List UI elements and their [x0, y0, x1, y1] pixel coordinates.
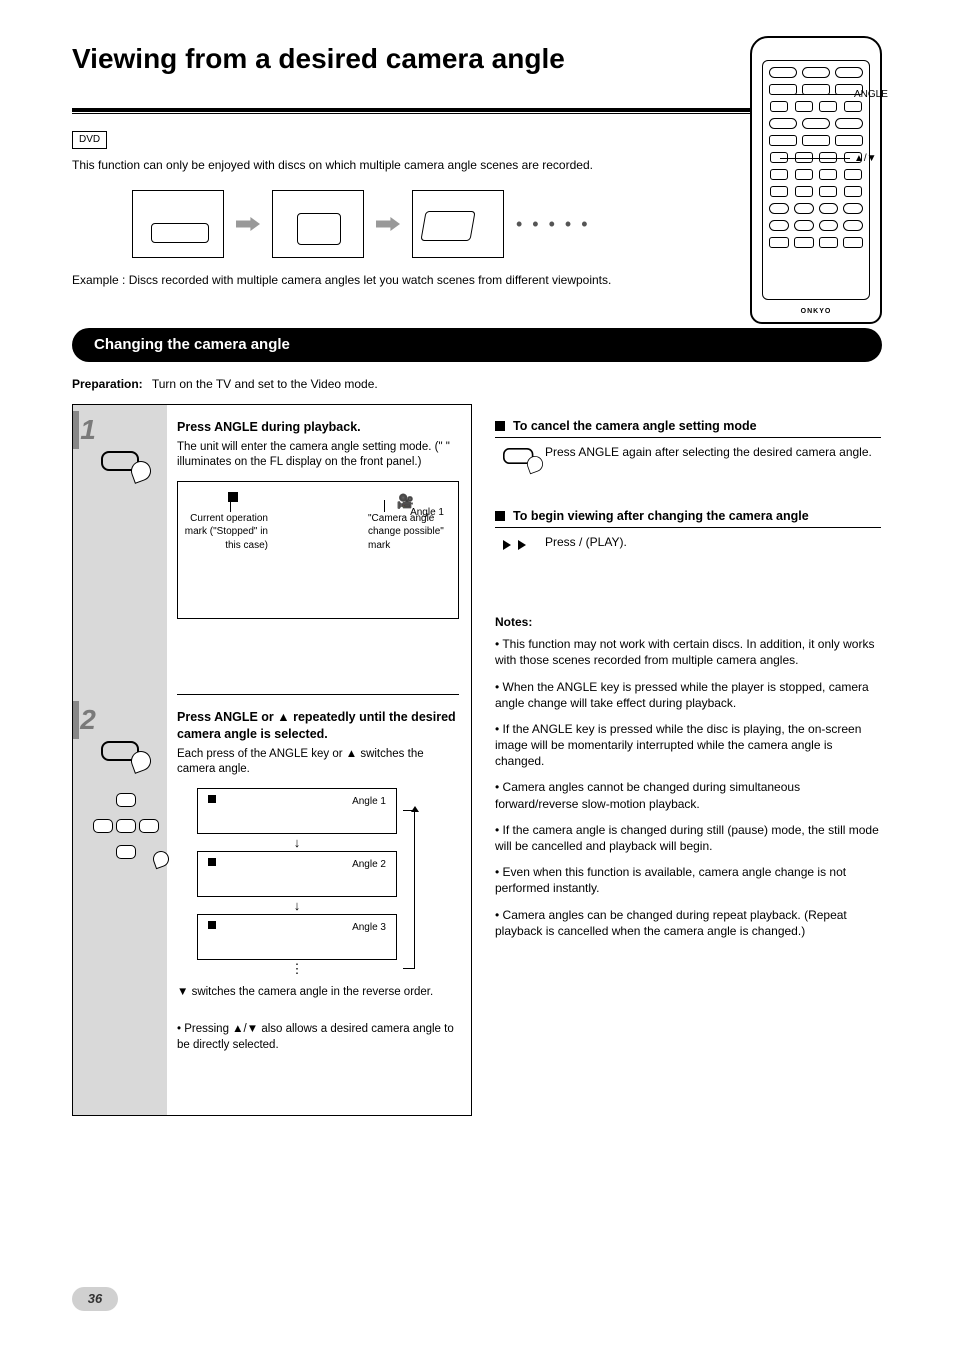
button-press-icon — [101, 741, 159, 777]
square-bullet-icon — [495, 511, 505, 521]
loop-arrow-icon — [411, 806, 419, 812]
preparation-label: Preparation: — [72, 377, 143, 391]
leader-label-cursor: ▲/▼ — [854, 152, 877, 166]
preparation-line: Preparation: Turn on the TV and set to t… — [72, 376, 472, 392]
square-bullet-icon — [495, 421, 505, 431]
down-arrow-icon: ↓ — [197, 899, 397, 912]
sub-cancel-title: To cancel the camera angle setting mode — [513, 418, 757, 435]
leader-label-angle: ANGLE — [854, 88, 888, 102]
sub-begin: To begin viewing after changing the came… — [495, 508, 881, 552]
step-1: 1 Press ANGLE during playback. The unit … — [73, 405, 471, 695]
seq-box-2: Angle 2 — [197, 851, 397, 897]
play-icon — [503, 540, 511, 550]
scene-frame-2 — [272, 190, 364, 258]
note-item: • Camera angles cannot be changed during… — [495, 779, 881, 811]
step-number: 2 — [77, 701, 99, 739]
scene-caption: Example : Discs recorded with multiple c… — [72, 272, 632, 288]
step-2-footer: • Pressing ▲/▼ also allows a desired cam… — [177, 1022, 459, 1053]
seq-box-3: Angle 3 — [197, 914, 397, 960]
scene-arrow-icon — [376, 217, 400, 231]
intro-block: DVD This function can only be enjoyed wi… — [72, 130, 632, 173]
seq-box-1: Angle 1 — [197, 788, 397, 834]
button-press-icon — [495, 444, 535, 468]
media-badge: DVD — [72, 131, 107, 149]
leader-line — [780, 94, 850, 95]
callout-angle-text: "Camera angle change possible" mark — [368, 513, 444, 551]
down-arrow-icon: ↓ — [197, 836, 397, 849]
step-2-heading: Press ANGLE or ▲ repeatedly until the de… — [177, 709, 459, 743]
scene-row: ••••• — [132, 190, 598, 258]
seq-angle-label: Angle 1 — [352, 795, 386, 809]
seq-note: ▼ switches the camera angle in the rever… — [177, 985, 459, 1001]
notes-heading: Notes: — [495, 614, 881, 630]
page-number: 36 — [72, 1287, 118, 1311]
stop-mark-icon — [208, 795, 216, 803]
stop-mark-icon — [208, 921, 216, 929]
scene-arrow-icon — [236, 217, 260, 231]
tv-frame: 🎥 Angle 1 Current operation mark ("Stopp… — [177, 481, 459, 619]
sub-begin-body: Press / (PLAY). — [545, 534, 627, 550]
scene-frame-3 — [412, 190, 504, 258]
scene-frame-1 — [132, 190, 224, 258]
stop-mark-icon — [208, 858, 216, 866]
notes-list: • This function may not work with certai… — [495, 636, 881, 939]
intro-text: This function can only be enjoyed with d… — [72, 157, 632, 173]
sub-cancel: To cancel the camera angle setting mode … — [495, 418, 881, 468]
ellipsis-icon: ••••• — [516, 212, 598, 236]
step-1-body: The unit will enter the camera angle set… — [177, 440, 459, 471]
note-item: • Even when this function is available, … — [495, 864, 881, 896]
section-bar: Changing the camera angle — [72, 328, 882, 362]
page-title: Viewing from a desired camera angle — [72, 40, 622, 78]
note-item: • Camera angles can be changed during re… — [495, 907, 881, 939]
callout-angle: "Camera angle change possible" mark — [368, 512, 460, 553]
dpad-icon — [93, 793, 159, 859]
callout-stop-text: Current operation mark ("Stopped" in thi… — [185, 513, 268, 551]
loop-line — [403, 810, 415, 969]
remote-brand: ONKYO — [752, 307, 880, 316]
step-2: 2 Press ANGLE or ▲ repeatedly until the … — [73, 695, 471, 1115]
note-item: • When the ANGLE key is pressed while th… — [495, 679, 881, 711]
preparation-text: Turn on the TV and set to the Video mode… — [152, 377, 378, 391]
step-number: 1 — [77, 411, 99, 449]
note-item: • If the camera angle is changed during … — [495, 822, 881, 854]
button-press-icon — [101, 451, 159, 487]
step-2-body: Each press of the ANGLE key or ▲ switche… — [177, 747, 459, 778]
seq-angle-label: Angle 3 — [352, 921, 386, 935]
note-item: • This function may not work with certai… — [495, 636, 881, 668]
step-1-heading: Press ANGLE during playback. — [177, 419, 459, 436]
callout-stop: Current operation mark ("Stopped" in thi… — [176, 512, 268, 553]
sub-cancel-body: Press ANGLE again after selecting the de… — [545, 444, 872, 460]
note-item: • If the ANGLE key is pressed while the … — [495, 721, 881, 770]
step-box: 1 Press ANGLE during playback. The unit … — [72, 404, 472, 1116]
right-column: To cancel the camera angle setting mode … — [495, 418, 881, 949]
play-icon — [518, 540, 526, 550]
leader-line — [780, 158, 850, 159]
down-arrow-icon: ⋮ — [197, 962, 397, 975]
sub-begin-title: To begin viewing after changing the came… — [513, 508, 809, 525]
angle-sequence: Angle 1 ↓ Angle 2 ↓ Angle 3 ⋮ — [197, 788, 397, 975]
remote-illustration: ONKYO — [750, 36, 882, 324]
play-icons — [495, 534, 535, 552]
title-rule — [72, 108, 846, 114]
seq-angle-label: Angle 2 — [352, 858, 386, 872]
